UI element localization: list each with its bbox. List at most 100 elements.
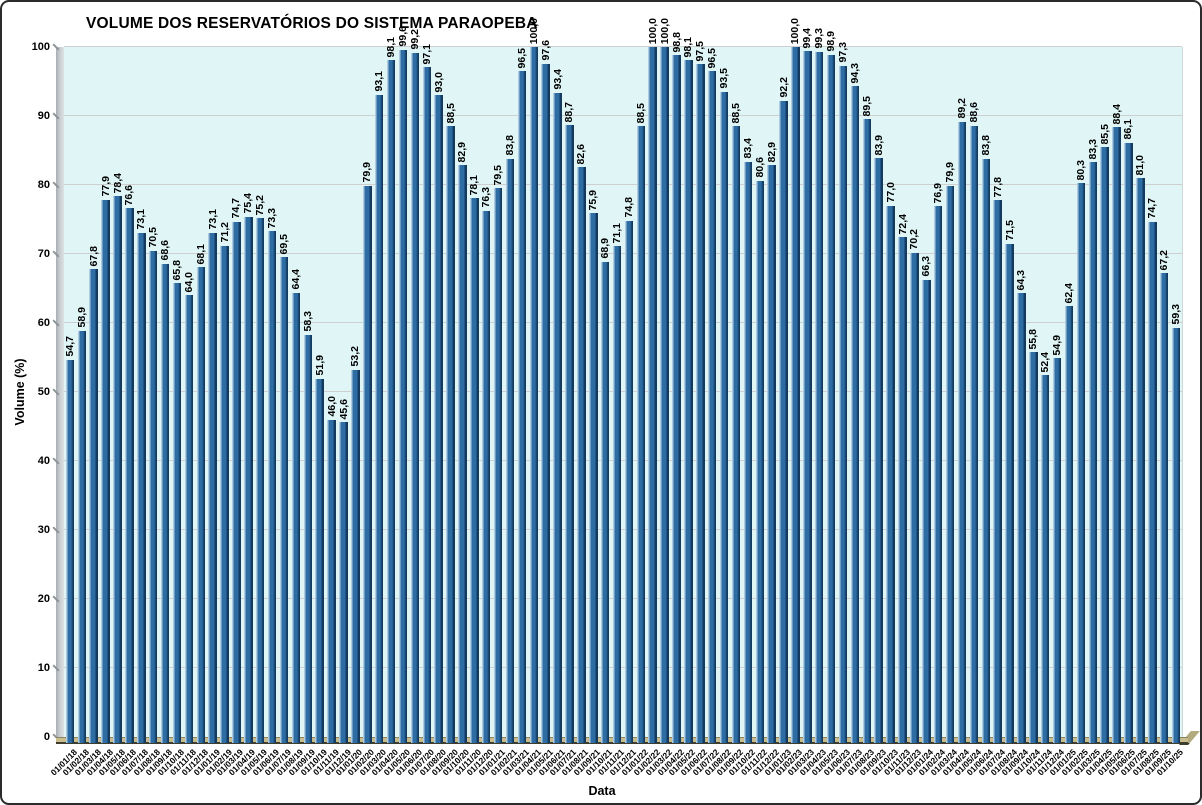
bar-01/06/22 (696, 64, 705, 743)
bar-01/07/23 (850, 86, 860, 743)
bar-value-label: 100,0 (658, 17, 671, 44)
bar-01/09/24 (1017, 293, 1026, 743)
bar-value-label: 67,8 (87, 245, 100, 267)
bar-01/07/21 (565, 124, 574, 743)
bar-value-label: 58,3 (301, 311, 314, 332)
bar-value-label: 68,9 (599, 238, 612, 259)
bar-value-label: 97,1 (420, 43, 433, 65)
bar-value-label: 97,3 (837, 42, 850, 63)
bar-value-label: 99,3 (813, 28, 826, 49)
bar-01/12/23 (910, 252, 919, 743)
bar-01/12/21 (624, 220, 634, 743)
bar-01/01/18 (65, 359, 75, 743)
bar-value-label: 96,5 (515, 47, 528, 69)
bar-01/06/18 (125, 208, 134, 743)
bar-01/11/22 (755, 180, 765, 743)
bar-01/08/25 (1148, 221, 1157, 743)
bar-01/07/20 (422, 67, 431, 743)
bar-01/09/20 (446, 126, 455, 743)
bar-01/07/25 (1136, 178, 1145, 743)
bar-01/05/18 (113, 196, 122, 743)
bar-value-label: 55,8 (1027, 328, 1040, 349)
bar-value-label: 97,6 (539, 40, 552, 61)
bar-value-label: 74,7 (1146, 198, 1159, 219)
gridline (64, 391, 1182, 392)
axis-tick-mark (52, 664, 60, 672)
bar-value-label: 77,0 (884, 182, 897, 203)
bar-01/05/20 (398, 49, 408, 743)
bar-01/11/20 (470, 198, 479, 743)
bar-01/05/21 (541, 63, 550, 743)
y-tick-label: 30 (37, 524, 50, 536)
bar-value-label: 73,1 (135, 209, 148, 230)
y-tick-label: 90 (37, 110, 50, 122)
bar-value-label: 88,5 (634, 102, 647, 124)
bar-01/10/19 (315, 378, 324, 743)
y-tick-label: 60 (37, 317, 50, 329)
axis-tick-mark (52, 457, 60, 465)
bar-01/06/21 (553, 92, 562, 743)
bar-01/05/25 (1112, 127, 1121, 743)
y-axis-title: Volume (%) (13, 358, 27, 426)
gridline (64, 253, 1182, 254)
axis-tick-mark (52, 181, 60, 189)
y-tick-label: 0 (43, 731, 50, 743)
bar-01/07/18 (137, 232, 146, 743)
bar-value-label: 98,9 (825, 31, 838, 52)
bar-value-label: 93,5 (718, 68, 731, 89)
gridline (64, 184, 1182, 185)
bar-01/12/18 (196, 267, 206, 743)
bar-value-label: 100,0 (789, 17, 802, 44)
bar-01/09/21 (589, 213, 598, 743)
bar-01/02/21 (505, 158, 515, 743)
bar-value-label: 88,4 (1110, 103, 1123, 125)
bar-01/01/20 (351, 369, 360, 743)
bar-value-label: 89,5 (860, 96, 873, 117)
axis-tick-mark (52, 388, 60, 396)
bar-value-label: 88,6 (967, 102, 980, 123)
bar-01/10/21 (600, 261, 610, 743)
bar-value-label: 80,3 (1074, 159, 1087, 180)
bar-01/02/18 (77, 330, 87, 743)
bar-01/02/20 (363, 185, 372, 743)
axis-tick-mark (52, 250, 60, 258)
bar-01/04/18 (101, 199, 110, 743)
bar-value-label: 78,1 (468, 174, 481, 196)
bar-01/01/21 (493, 188, 503, 743)
bar-value-label: 96,5 (706, 47, 719, 69)
bar-01/10/18 (172, 282, 182, 743)
bar-01/08/19 (291, 292, 301, 743)
bar-value-label: 59,3 (1170, 304, 1183, 325)
gridline (64, 460, 1182, 461)
bar-value-label: 75,2 (254, 194, 267, 216)
bar-value-label: 94,3 (848, 62, 861, 84)
bar-value-label: 93,0 (432, 71, 445, 93)
bar-value-label: 74,8 (622, 197, 635, 218)
bar-01/06/25 (1124, 142, 1133, 743)
bar-value-label: 75,4 (242, 193, 255, 214)
bar-value-label: 83,4 (741, 138, 754, 159)
bar-01/08/23 (862, 119, 872, 743)
bar-value-label: 73,1 (206, 209, 219, 230)
bar-01/09/23 (874, 158, 883, 743)
y-tick-label: 100 (31, 41, 50, 53)
bar-value-label: 79,9 (944, 162, 957, 183)
x-axis-title: Data (588, 784, 616, 798)
bar-value-label: 45,6 (337, 398, 350, 420)
bar-value-label: 93,1 (373, 71, 386, 92)
bar-01/11/19 (327, 419, 336, 743)
bar-value-label: 83,3 (1086, 138, 1099, 160)
bar-value-label: 88,5 (729, 102, 742, 124)
bar-value-label: 54,7 (63, 336, 76, 357)
bar-value-label: 77,8 (991, 176, 1004, 198)
bar-value-label: 89,2 (955, 98, 968, 119)
bar-01/10/22 (743, 161, 753, 743)
bar-value-label: 99,4 (801, 27, 814, 49)
bar-value-label: 52,4 (1039, 352, 1052, 373)
bar-01/07/22 (707, 71, 717, 743)
bar-01/11/23 (898, 237, 907, 743)
bar-value-label: 76,3 (480, 187, 493, 208)
bar-01/10/24 (1029, 351, 1038, 743)
bar-01/06/19 (267, 231, 277, 743)
bar-01/04/20 (386, 60, 396, 743)
